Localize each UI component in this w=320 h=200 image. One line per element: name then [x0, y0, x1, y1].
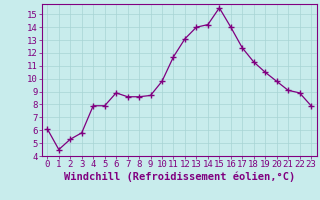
- X-axis label: Windchill (Refroidissement éolien,°C): Windchill (Refroidissement éolien,°C): [64, 172, 295, 182]
